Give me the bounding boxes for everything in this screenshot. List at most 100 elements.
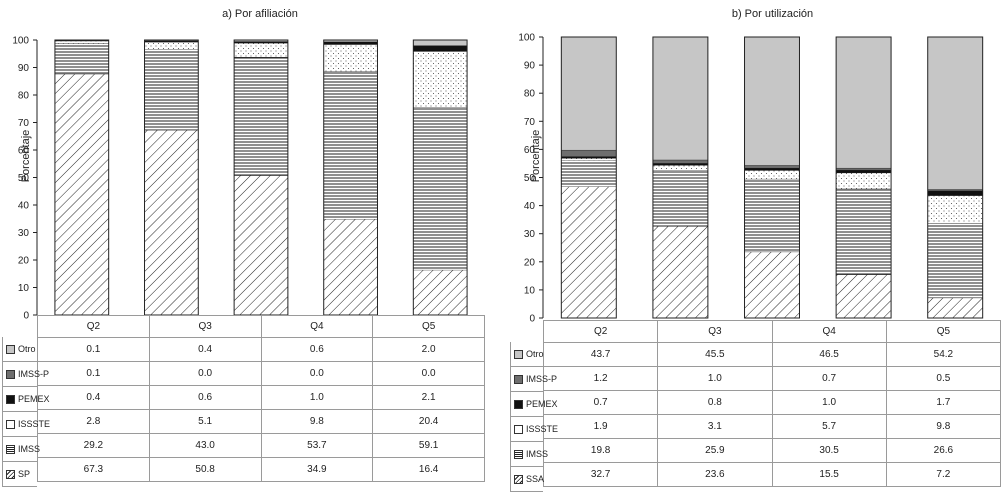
- y-tick-label: 100: [518, 33, 535, 44]
- legend-item-pemex: PEMEX: [3, 387, 50, 412]
- legend: Otro IMSS-P PEMEX ISSSTE IMSS SP: [2, 337, 50, 487]
- category-label: Q3: [657, 320, 773, 343]
- table-row: 0.10.10.00.00.0: [37, 361, 485, 386]
- legend-swatch: [514, 399, 523, 409]
- bar-segment-sp-q2: [144, 129, 199, 315]
- data-label: 0.6: [148, 385, 262, 410]
- table-row: 0.91.93.15.79.8: [542, 414, 1002, 439]
- data-label: 0.4: [148, 337, 262, 362]
- bar-segment-otro-q5: [927, 37, 983, 190]
- data-label: 1.0: [260, 385, 374, 410]
- bar-segment-imss-q5: [927, 223, 983, 298]
- data-label: 2.8: [37, 409, 150, 434]
- data-label: 0.1: [37, 337, 150, 362]
- y-tick-label: 50: [524, 173, 536, 184]
- legend-label: SP: [18, 469, 31, 479]
- table-row: 0.10.40.61.02.1: [37, 385, 485, 410]
- data-label: 7.2: [885, 462, 1002, 487]
- data-label: 9.8: [260, 409, 374, 434]
- bar-segment-ssa-q5: [927, 297, 983, 318]
- legend-swatch: [514, 449, 523, 459]
- table-header-row: Q1Q2Q3Q4Q5: [37, 315, 485, 338]
- y-tick-label: 60: [524, 145, 536, 156]
- data-label: 2.1: [372, 385, 485, 410]
- bar-segment-pemex-q4: [323, 41, 378, 45]
- bar-segment-pemex-q2: [652, 163, 708, 166]
- data-table-a: Q1Q2Q3Q4Q50.10.10.40.62.00.10.10.00.00.0…: [37, 315, 485, 482]
- data-label: 2.0: [372, 337, 485, 362]
- legend-item-otro: Otro: [511, 342, 544, 367]
- y-tick-label: 50: [18, 173, 30, 184]
- bar-segment-issste-q3: [744, 170, 800, 179]
- legend-label: IMSS: [526, 449, 549, 459]
- legend-swatch: [6, 419, 15, 429]
- y-tick-label: 90: [18, 63, 30, 74]
- bar-segment-issste-q5: [927, 195, 983, 224]
- legend-swatch: [6, 444, 15, 454]
- legend-item-otro: Otro: [3, 337, 37, 362]
- data-label: 25.9: [657, 438, 773, 463]
- data-label: 30.5: [771, 438, 887, 463]
- data-label: 50.8: [148, 457, 262, 482]
- bar-segment-imss-p-q1: [561, 149, 617, 157]
- legend-swatch: [514, 474, 523, 484]
- bar-outline-q3: [744, 36, 800, 319]
- bar-segment-issste-q2: [144, 41, 199, 50]
- bar-segment-pemex-q5: [413, 45, 468, 52]
- bar-segment-otro-q3: [234, 40, 288, 42]
- legend-item-imss-p: IMSS-P: [511, 367, 557, 392]
- data-label: 0.4: [37, 385, 150, 410]
- category-label: Q5: [885, 320, 1002, 343]
- y-tick-label: 10: [524, 285, 536, 296]
- bar-segment-imss-q1: [561, 160, 617, 187]
- bar-outline-q2: [652, 36, 709, 319]
- data-label: 34.9: [260, 457, 374, 482]
- bar-segment-otro-q4: [836, 37, 892, 168]
- table-row: 46.832.723.615.57.2: [542, 462, 1002, 487]
- bar-segment-otro-q4: [323, 40, 378, 42]
- data-label: 0.1: [37, 361, 150, 386]
- legend-swatch: [6, 369, 15, 379]
- legend-swatch: [514, 374, 523, 384]
- bar-segment-imss-q4: [836, 188, 892, 275]
- bar-outline-q1: [560, 36, 617, 319]
- data-label: 59.1: [372, 433, 485, 458]
- bar-segment-issste-q3: [234, 43, 288, 58]
- bar-segment-imss-p-q3: [744, 165, 800, 168]
- legend-label: ISSSTE: [526, 424, 559, 434]
- bar-segment-issste-q4: [323, 44, 378, 72]
- legend-label: PEMEX: [526, 399, 558, 409]
- y-tick-label: 0: [23, 311, 29, 322]
- legend: Otro IMSS-P PEMEX ISSSTE IMSS SSA: [510, 342, 558, 492]
- bar-segment-imss-q1: [54, 43, 109, 74]
- data-label: 20.4: [372, 409, 485, 434]
- bar-segment-issste-q1: [561, 158, 617, 161]
- table-row: 0.60.70.81.01.7: [542, 390, 1002, 415]
- category-label: Q5: [372, 315, 485, 338]
- data-label: 43.7: [542, 342, 659, 367]
- legend-item-sp: SP: [3, 462, 37, 487]
- data-label: 0.0: [372, 361, 485, 386]
- data-label: 0.8: [657, 390, 773, 415]
- data-table-b: Q1Q2Q3Q4Q540.343.745.546.554.22.31.21.00…: [542, 320, 1002, 487]
- chart-plot-b: 0 10 20 30 40 50 60 70 80 90 100: [518, 33, 984, 325]
- bar-segment-imss-p-q4: [836, 167, 892, 170]
- y-tick-label: 0: [529, 314, 535, 325]
- table-row: 9.219.825.930.526.6: [542, 438, 1002, 463]
- data-label: 15.5: [771, 462, 887, 487]
- table-header-row: Q1Q2Q3Q4Q5: [542, 320, 1002, 343]
- bar-segment-sp-q3: [234, 175, 288, 315]
- bar-segment-otro-q2: [652, 37, 708, 160]
- bar-segment-imss-p-q2: [652, 159, 708, 164]
- legend-swatch: [6, 394, 15, 404]
- bar-segment-ssa-q3: [744, 251, 800, 318]
- bar-segment-pemex-q2: [144, 40, 199, 42]
- data-label: 0.0: [148, 361, 262, 386]
- bar-segment-pemex-q1: [561, 156, 617, 159]
- table-row: 2.31.21.00.70.5: [542, 366, 1002, 391]
- chart-title-b: b) Por utilización: [731, 8, 814, 20]
- legend-swatch: [6, 344, 15, 354]
- legend-label: Otro: [526, 349, 544, 359]
- data-label: 9.8: [885, 414, 1002, 439]
- y-tick-label: 30: [524, 229, 536, 240]
